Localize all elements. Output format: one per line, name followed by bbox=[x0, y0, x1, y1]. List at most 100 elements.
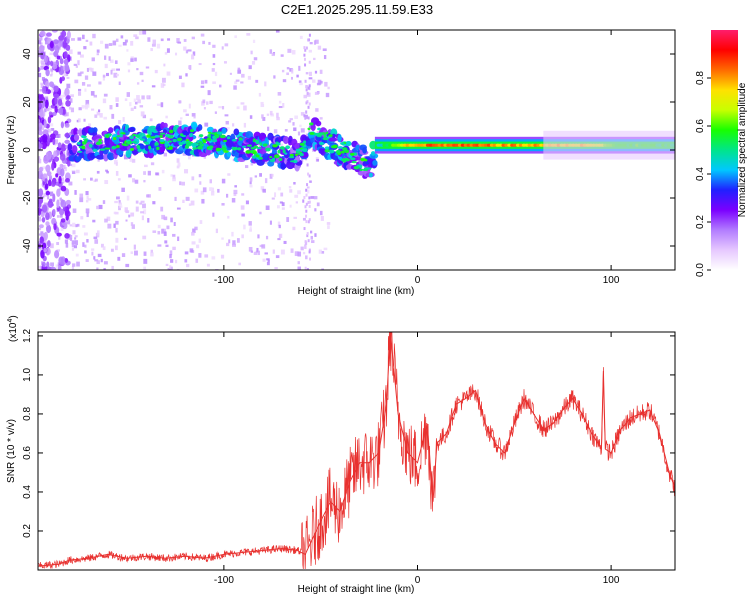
spectrogram-cell bbox=[133, 34, 138, 38]
spectrogram-cell bbox=[303, 140, 307, 144]
spectrogram-cell bbox=[38, 72, 42, 78]
spectrogram-cell bbox=[308, 200, 311, 204]
spectrogram-cell bbox=[41, 63, 44, 66]
spectrogram-cell bbox=[281, 202, 285, 207]
spectrogram-cell bbox=[280, 249, 285, 255]
spectrogram-cell bbox=[198, 238, 201, 243]
spectrogram-cell bbox=[143, 141, 147, 144]
spectrogram-cell bbox=[293, 216, 297, 219]
spectrogram-cell bbox=[220, 254, 225, 259]
spectrogram-cell bbox=[306, 234, 309, 238]
spectrogram-cell bbox=[232, 138, 237, 142]
spectrogram-cell bbox=[157, 244, 162, 247]
spectrogram-cell bbox=[96, 141, 103, 145]
spectrogram-cell bbox=[94, 114, 98, 118]
spectrogram-cell bbox=[44, 183, 49, 190]
spectrogram-cell bbox=[200, 33, 205, 37]
spectrogram-cell bbox=[304, 79, 307, 83]
spectrogram-cell bbox=[232, 123, 235, 127]
spectrogram-cell bbox=[143, 251, 147, 256]
spectrogram-cell bbox=[266, 147, 271, 152]
spectrogram-cell bbox=[44, 99, 49, 109]
spectrogram-cell bbox=[58, 107, 64, 116]
spectrogram-cell bbox=[126, 92, 130, 97]
spectrogram-cell bbox=[66, 83, 71, 89]
spectrogram-cell bbox=[170, 259, 174, 263]
spectrogram-cell bbox=[236, 238, 240, 243]
spectrogram-cell bbox=[196, 244, 200, 249]
spectrogram-cell bbox=[38, 37, 43, 41]
spectrogram-cell bbox=[232, 240, 236, 246]
spectrogram-cell bbox=[63, 92, 66, 98]
spectrogram-cell bbox=[121, 253, 126, 257]
spectrogram-cell bbox=[233, 192, 237, 197]
spectrogram-cell bbox=[74, 190, 77, 195]
spectrogram-cell bbox=[243, 105, 247, 111]
spectrogram-ytick-label: 40 bbox=[22, 48, 33, 60]
spectrogram-cell bbox=[131, 141, 137, 144]
spectrogram-cell bbox=[241, 213, 245, 217]
spectrogram-cell bbox=[61, 76, 65, 82]
spectrogram-cell bbox=[195, 258, 199, 263]
spectrogram-cell bbox=[85, 259, 89, 262]
spectrogram-cell bbox=[197, 124, 203, 131]
spectrogram-cell bbox=[309, 122, 314, 126]
spectrogram-cell bbox=[62, 109, 66, 115]
spectrogram-cell bbox=[60, 199, 67, 208]
spectrogram-cell bbox=[261, 244, 266, 249]
spectrogram-cell bbox=[74, 79, 79, 84]
spectrogram-cell bbox=[169, 265, 172, 269]
spectrogram-cell bbox=[156, 103, 161, 106]
spectrogram-cell bbox=[324, 146, 330, 150]
spectrogram-ytick-label: -40 bbox=[22, 238, 33, 253]
spectrogram-cell bbox=[115, 97, 119, 102]
spectrogram-cell bbox=[248, 65, 252, 70]
spectrogram-cell bbox=[146, 194, 150, 198]
spectrogram-cell bbox=[90, 67, 94, 73]
spectrogram-cell bbox=[240, 205, 245, 210]
spectrogram-cell bbox=[168, 135, 174, 139]
spectrogram-cell bbox=[135, 134, 140, 138]
spectrogram-cell bbox=[286, 67, 290, 70]
spectrogram-cell bbox=[118, 200, 121, 205]
spectrogram-cell bbox=[66, 95, 71, 100]
spectrogram-cell bbox=[152, 201, 156, 205]
spectrogram-cell bbox=[104, 43, 109, 49]
snr-series-detail bbox=[38, 332, 675, 570]
spectrogram-cell bbox=[56, 188, 61, 198]
spectrogram-cell bbox=[147, 170, 151, 176]
spectrogram-cell bbox=[90, 177, 93, 181]
spectrogram-cell bbox=[238, 262, 241, 266]
spectrogram-cell bbox=[277, 149, 281, 154]
spectrogram-cell bbox=[313, 196, 318, 200]
spectrogram-cell bbox=[64, 232, 70, 239]
spectrogram-cell bbox=[128, 174, 132, 178]
spectrogram-cell bbox=[71, 242, 75, 248]
spectrogram-cell bbox=[38, 118, 41, 124]
spectrogram-cell bbox=[215, 147, 221, 152]
spectrogram-cell bbox=[127, 127, 136, 133]
spectrogram-cell bbox=[249, 184, 253, 188]
spectrogram-cell bbox=[315, 120, 322, 127]
spectrogram-cell bbox=[38, 122, 43, 127]
spectrogram-cell bbox=[66, 219, 71, 225]
spectrogram-cell bbox=[47, 116, 52, 124]
spectrogram-cell bbox=[113, 211, 117, 215]
spectrogram-cell bbox=[71, 171, 76, 175]
spectrogram-cell bbox=[128, 214, 131, 218]
spectrogram-cell bbox=[212, 187, 215, 193]
spectrogram-cell bbox=[310, 235, 314, 240]
spectrogram-cell bbox=[262, 116, 266, 121]
spectrogram-cell bbox=[96, 49, 100, 53]
spectrogram-cell bbox=[291, 68, 294, 74]
spectrogram-cell bbox=[54, 105, 58, 114]
spectrogram-cell bbox=[62, 40, 67, 49]
spectrogram-cell bbox=[173, 222, 176, 226]
spectrogram-cell bbox=[59, 163, 64, 168]
spectrogram-cell bbox=[212, 81, 216, 84]
spectrogram-cell bbox=[166, 147, 172, 150]
spectrogram-cell bbox=[163, 63, 166, 67]
spectrogram-cell bbox=[331, 133, 337, 138]
spectrogram-cell bbox=[299, 152, 304, 157]
colorbar-label: Normalized spectral amplitude bbox=[737, 82, 748, 217]
